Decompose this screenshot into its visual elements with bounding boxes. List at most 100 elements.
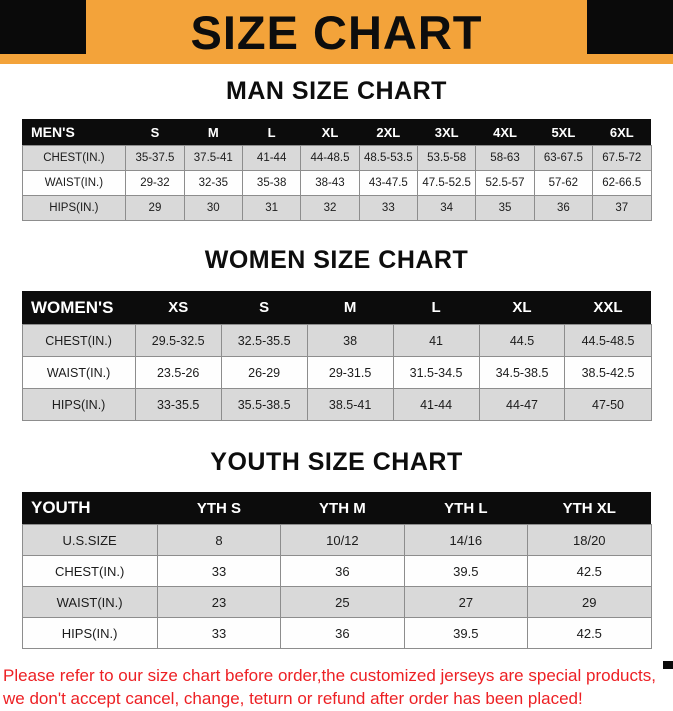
row-label-cell: HIPS(IN.): [21, 195, 127, 221]
value-cell: 29.5-32.5: [134, 324, 222, 357]
value-cell: 35-38: [241, 170, 302, 196]
women-size-chart-section: WOMEN SIZE CHART WOMEN'S XS S M L XL XXL CHEST(I…: [0, 246, 673, 421]
size-column-header-cell: 4XL: [475, 119, 535, 146]
value-cell: 53.5-58: [416, 145, 477, 171]
banner-corner-right-decoration: [587, 0, 673, 54]
size-column-header-cell: YTH L: [404, 492, 528, 525]
value-cell: 10/12: [280, 524, 405, 556]
value-cell: 36: [533, 195, 594, 221]
value-cell: 27: [403, 586, 529, 618]
row-label-cell: WAIST(IN.): [21, 356, 136, 389]
disclaimer-line-1: Please refer to our size chart before or…: [3, 666, 656, 685]
measurement-row: CHEST(IN.) 35-37.5 37.5-41 41-44 44-48.5 48.5…: [21, 145, 652, 171]
size-column-header-cell: L: [393, 291, 480, 325]
women-size-table: WOMEN'S XS S M L XL XXL CHEST(IN.) 29.5-32.5 32.5…: [21, 291, 652, 421]
value-cell: 31: [241, 195, 302, 221]
value-cell: 31.5-34.5: [392, 356, 480, 389]
size-column-header-cell: S: [125, 119, 185, 146]
size-column-header-cell: 3XL: [417, 119, 476, 146]
size-column-header-cell: XL: [300, 119, 360, 146]
table-header-row: MEN'S S M L XL 2XL 3XL 4XL 5XL 6XL: [22, 119, 651, 146]
value-cell: 57-62: [533, 170, 594, 196]
men-size-chart-section: MAN SIZE CHART MEN'S S M L XL 2XL 3XL 4XL 5XL 6XL C…: [0, 77, 673, 221]
value-cell: 23: [156, 586, 282, 618]
table-header-row: YOUTH YTH S YTH M YTH L YTH XL: [22, 492, 651, 525]
measurement-row: HIPS(IN.) 33-35.5 35.5-38.5 38.5-41 41-44 44-…: [21, 388, 652, 421]
value-cell: 41-44: [392, 388, 480, 421]
value-cell: 29-32: [125, 170, 185, 196]
value-cell: 47.5-52.5: [416, 170, 477, 196]
size-column-header-cell: S: [221, 291, 308, 325]
youth-size-table: YOUTH YTH S YTH M YTH L YTH XL U.S.SIZE 8 10/12…: [21, 492, 652, 649]
size-column-header-cell: 6XL: [592, 119, 651, 146]
value-cell: 42.5: [527, 617, 652, 649]
value-cell: 38-43: [300, 170, 360, 196]
measurement-row: CHEST(IN.) 33 36 39.5 42.5: [21, 555, 652, 587]
value-cell: 29: [527, 586, 652, 618]
value-cell: 67.5-72: [592, 145, 652, 171]
value-cell: 29: [125, 195, 185, 221]
value-cell: 33-35.5: [134, 388, 222, 421]
value-cell: 63-67.5: [533, 145, 594, 171]
value-cell: 44-47: [478, 388, 566, 421]
value-cell: 26-29: [220, 356, 308, 389]
value-cell: 30: [183, 195, 243, 221]
value-cell: 34.5-38.5: [478, 356, 566, 389]
size-column-header-cell: YTH XL: [527, 492, 651, 525]
value-cell: 44.5-48.5: [564, 324, 652, 357]
row-label-cell: U.S.SIZE: [21, 524, 158, 556]
value-cell: 32: [300, 195, 360, 221]
youth-size-chart-section: YOUTH SIZE CHART YOUTH YTH S YTH M YTH L YTH …: [0, 448, 673, 649]
value-cell: 35: [475, 195, 535, 221]
value-cell: 33: [156, 555, 282, 587]
value-cell: 38.5-42.5: [564, 356, 652, 389]
men-section-heading: MAN SIZE CHART: [226, 77, 447, 105]
value-cell: 33: [156, 617, 282, 649]
measurement-row: WAIST(IN.) 29-32 32-35 35-38 38-43 43-47.5 47.…: [21, 170, 652, 196]
table-title-cell: MEN'S: [22, 119, 126, 146]
value-cell: 18/20: [527, 524, 652, 556]
value-cell: 42.5: [527, 555, 652, 587]
value-cell: 23.5-26: [134, 356, 222, 389]
size-column-header-cell: YTH S: [157, 492, 281, 525]
frame-corner-bottom-right-decoration: [663, 661, 673, 669]
row-label-cell: HIPS(IN.): [21, 617, 158, 649]
table-title-cell: WOMEN'S: [22, 291, 136, 325]
value-cell: 58-63: [475, 145, 535, 171]
value-cell: 44-48.5: [300, 145, 360, 171]
value-cell: 14/16: [403, 524, 529, 556]
youth-section-heading: YOUTH SIZE CHART: [210, 448, 463, 476]
value-cell: 39.5: [403, 555, 529, 587]
size-column-header-cell: M: [184, 119, 243, 146]
value-cell: 39.5: [403, 617, 529, 649]
value-cell: 44.5: [478, 324, 566, 357]
size-column-header-cell: 5XL: [534, 119, 593, 146]
value-cell: 33: [358, 195, 419, 221]
banner: SIZE CHART: [0, 0, 673, 64]
value-cell: 35-37.5: [125, 145, 185, 171]
size-column-header-cell: XXL: [564, 291, 651, 325]
measurement-row: WAIST(IN.) 23.5-26 26-29 29-31.5 31.5-34.5 34…: [21, 356, 652, 389]
row-label-cell: CHEST(IN.): [21, 324, 136, 357]
value-cell: 47-50: [564, 388, 652, 421]
size-chart-sections: MAN SIZE CHART MEN'S S M L XL 2XL 3XL 4XL 5XL 6XL C…: [0, 77, 673, 649]
size-column-header-cell: YTH M: [280, 492, 405, 525]
value-cell: 25: [280, 586, 405, 618]
size-column-header-cell: L: [242, 119, 301, 146]
value-cell: 36: [280, 555, 405, 587]
banner-corner-left-decoration: [0, 0, 86, 54]
value-cell: 38.5-41: [306, 388, 394, 421]
value-cell: 38: [306, 324, 394, 357]
value-cell: 48.5-53.5: [358, 145, 419, 171]
row-label-cell: HIPS(IN.): [21, 388, 136, 421]
disclaimer-line-2: we don't accept cancel, change, teturn o…: [3, 689, 583, 709]
size-column-header-cell: XL: [479, 291, 565, 325]
measurement-row: U.S.SIZE 8 10/12 14/16 18/20: [21, 524, 652, 556]
value-cell: 41-44: [241, 145, 302, 171]
value-cell: 37: [592, 195, 652, 221]
value-cell: 29-31.5: [306, 356, 394, 389]
value-cell: 32.5-35.5: [220, 324, 308, 357]
row-label-cell: WAIST(IN.): [21, 170, 127, 196]
women-section-heading: WOMEN SIZE CHART: [204, 246, 469, 274]
value-cell: 37.5-41: [183, 145, 243, 171]
